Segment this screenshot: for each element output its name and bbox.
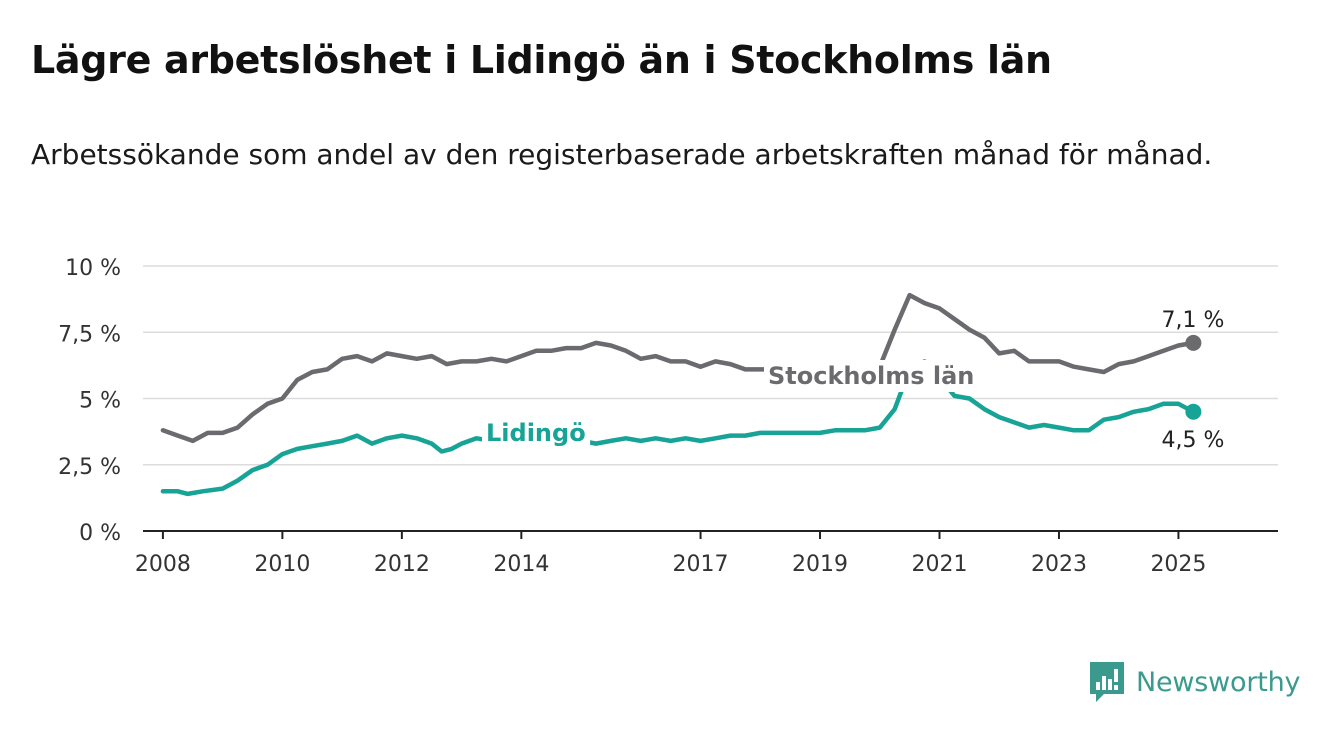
x-tick-label: 2012 <box>374 552 430 577</box>
y-tick-label: 7,5 % <box>58 322 121 347</box>
x-axis: 2008 2010 2012 2014 2017 2019 2021 2023 2025 <box>135 530 1278 577</box>
chart-subtitle: Arbetssökande som andel av den registerb… <box>31 138 1213 171</box>
x-tick-label: 2017 <box>673 552 729 577</box>
series-labels: Stockholms län 7,1 % Lidingö 4,5 % <box>482 308 1224 453</box>
brand-name: Newsworthy <box>1136 666 1301 698</box>
y-tick-label: 2,5 % <box>58 455 121 480</box>
x-tick-label: 2008 <box>135 552 191 577</box>
series-end-marker <box>1185 403 1202 420</box>
series-name-label: Lidingö <box>486 419 586 447</box>
y-tick-label: 10 % <box>65 256 121 281</box>
x-tick-label: 2014 <box>493 552 549 577</box>
x-tick-label: 2019 <box>792 552 848 577</box>
newsworthy-logo-icon <box>1090 662 1124 702</box>
series-lines <box>160 292 1202 497</box>
series-end-value-label: 7,1 % <box>1161 308 1224 333</box>
series-end-marker <box>1185 334 1202 351</box>
series-line-0 <box>160 292 1196 444</box>
newsworthy-brand: Newsworthy <box>1088 660 1301 704</box>
x-tick-label: 2010 <box>254 552 310 577</box>
series-name-label: Stockholms län <box>768 362 974 390</box>
grid-lines <box>143 265 1278 466</box>
x-tick-label: 2023 <box>1031 552 1087 577</box>
x-tick-label: 2021 <box>911 552 967 577</box>
y-tick-label: 0 % <box>79 521 121 546</box>
series-name-backdrop <box>764 360 973 392</box>
y-axis-ticks: 0 % 2,5 % 5 % 7,5 % 10 % <box>58 256 121 546</box>
series-name-backdrop <box>482 417 591 449</box>
y-tick-label: 5 % <box>79 389 121 414</box>
series-line-1 <box>160 359 1196 497</box>
series-end-value-label: 4,5 % <box>1161 428 1224 453</box>
x-tick-label: 2025 <box>1150 552 1206 577</box>
chart-title: Lägre arbetslöshet i Lidingö än i Stockh… <box>31 38 1052 82</box>
